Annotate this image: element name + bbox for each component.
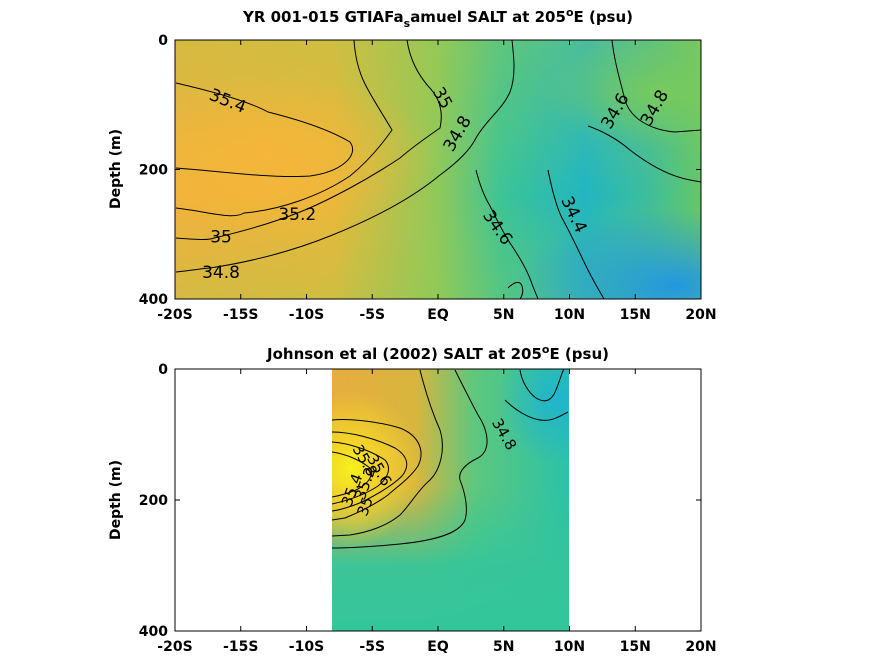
contour-35-2 [175, 40, 393, 217]
y-tick-label: 200 [139, 163, 168, 179]
x-tick-label: 20N [685, 307, 716, 323]
panel-model: YR 001-015 GTIAFasamuel SALT at 205oE (p… [108, 6, 717, 323]
x-tick-label: -5S [359, 307, 385, 323]
contour-label: 34.8 [202, 263, 240, 283]
panel-model-ylabel: Depth (m) [108, 129, 124, 209]
panel-model-title: YR 001-015 GTIAFasamuel SALT at 205oE (p… [242, 6, 633, 30]
x-tick-label: 15N [620, 639, 651, 655]
x-tick-label: EQ [427, 639, 449, 655]
panel-obs-title: Johnson et al (2002) SALT at 205oE (psu) [266, 343, 609, 363]
x-tick-label: -15S [223, 639, 258, 655]
x-tick-label: -10S [289, 639, 324, 655]
contour-34-6-lower [507, 281, 524, 299]
obs-contour-35-8 [332, 451, 372, 498]
x-tick-label: 10N [554, 307, 585, 323]
x-tick-label: -15S [223, 307, 258, 323]
y-tick-label: 400 [139, 292, 168, 308]
obs-contour-34-7 [504, 399, 569, 421]
contour-35-0 [175, 40, 442, 240]
panel-obs-ylabel: Depth (m) [108, 460, 124, 540]
contour-label: 35.2 [278, 205, 316, 225]
obs-contour-35-4 [332, 431, 408, 512]
y-tick-label: 400 [139, 624, 168, 640]
contour-35-4 [175, 82, 353, 178]
contour-label: 35 [210, 227, 232, 247]
obs-contour-34-8 [332, 369, 488, 549]
contour-label: 35 [353, 494, 376, 518]
x-tick-label: -10S [289, 307, 324, 323]
x-tick-label: -20S [157, 639, 192, 655]
panel-obs-axes: -20S -15S -10S -5S EQ 5N 10N 15N 20N 0 200 400 [139, 362, 717, 655]
panel-model-contours [175, 40, 701, 299]
contour-34-8 [175, 40, 515, 273]
x-tick-label: 5N [493, 307, 514, 323]
panel-obs: Johnson et al (2002) SALT at 205oE (psu)… [108, 343, 717, 655]
contour-34-6-right [587, 125, 701, 183]
x-tick-label: 15N [620, 307, 651, 323]
obs-contour-34-6 [519, 369, 565, 402]
y-tick-label: 0 [158, 362, 168, 378]
x-tick-label: 20N [685, 639, 716, 655]
x-tick-label: -5S [359, 639, 385, 655]
y-tick-label: 0 [158, 33, 168, 49]
contour-34-6 [475, 169, 539, 299]
x-tick-label: 10N [554, 639, 585, 655]
contour-34-4 [547, 169, 605, 299]
x-tick-label: 5N [493, 639, 514, 655]
obs-contour-35-2 [332, 419, 422, 521]
x-tick-label: -20S [157, 307, 192, 323]
obs-contour-35-0 [332, 369, 443, 537]
contour-34-8-right [611, 40, 701, 133]
x-tick-label: EQ [427, 307, 449, 323]
y-tick-label: 200 [139, 493, 168, 509]
panel-model-axes: -20S -15S -10S -5S EQ 5N 10N 15N 20N 0 200 400 [139, 33, 717, 323]
panel-obs-contours [332, 369, 569, 549]
obs-contour-35-6 [332, 441, 389, 505]
